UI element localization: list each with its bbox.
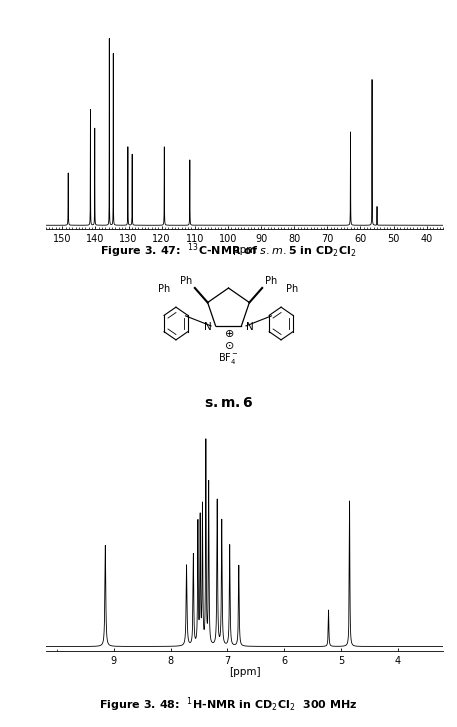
Text: N: N xyxy=(246,322,254,332)
Text: $\mathbf{s.m.6}$: $\mathbf{s.m.6}$ xyxy=(204,396,253,411)
Text: Ph: Ph xyxy=(159,284,170,294)
Text: Ph: Ph xyxy=(287,284,298,294)
Text: ⊙: ⊙ xyxy=(225,341,234,351)
Text: Ph: Ph xyxy=(180,276,192,286)
Text: BF$_4^-$: BF$_4^-$ xyxy=(218,351,239,366)
Text: Figure 3. 48:  $^{1}$H-NMR in CD$_2$Cl$_2$  300 MHz: Figure 3. 48: $^{1}$H-NMR in CD$_2$Cl$_2… xyxy=(99,696,358,715)
X-axis label: ppm: ppm xyxy=(233,245,256,255)
Text: Figure 3. 47:  $^{13}$C-NMR of $\mathit{s.m.}$5 in CD$_2$Cl$_2$: Figure 3. 47: $^{13}$C-NMR of $\mathit{s… xyxy=(101,241,356,260)
Text: Ph: Ph xyxy=(265,276,277,286)
X-axis label: [ppm]: [ppm] xyxy=(228,667,260,677)
Text: ⊕: ⊕ xyxy=(225,329,234,339)
Text: N: N xyxy=(203,322,211,332)
